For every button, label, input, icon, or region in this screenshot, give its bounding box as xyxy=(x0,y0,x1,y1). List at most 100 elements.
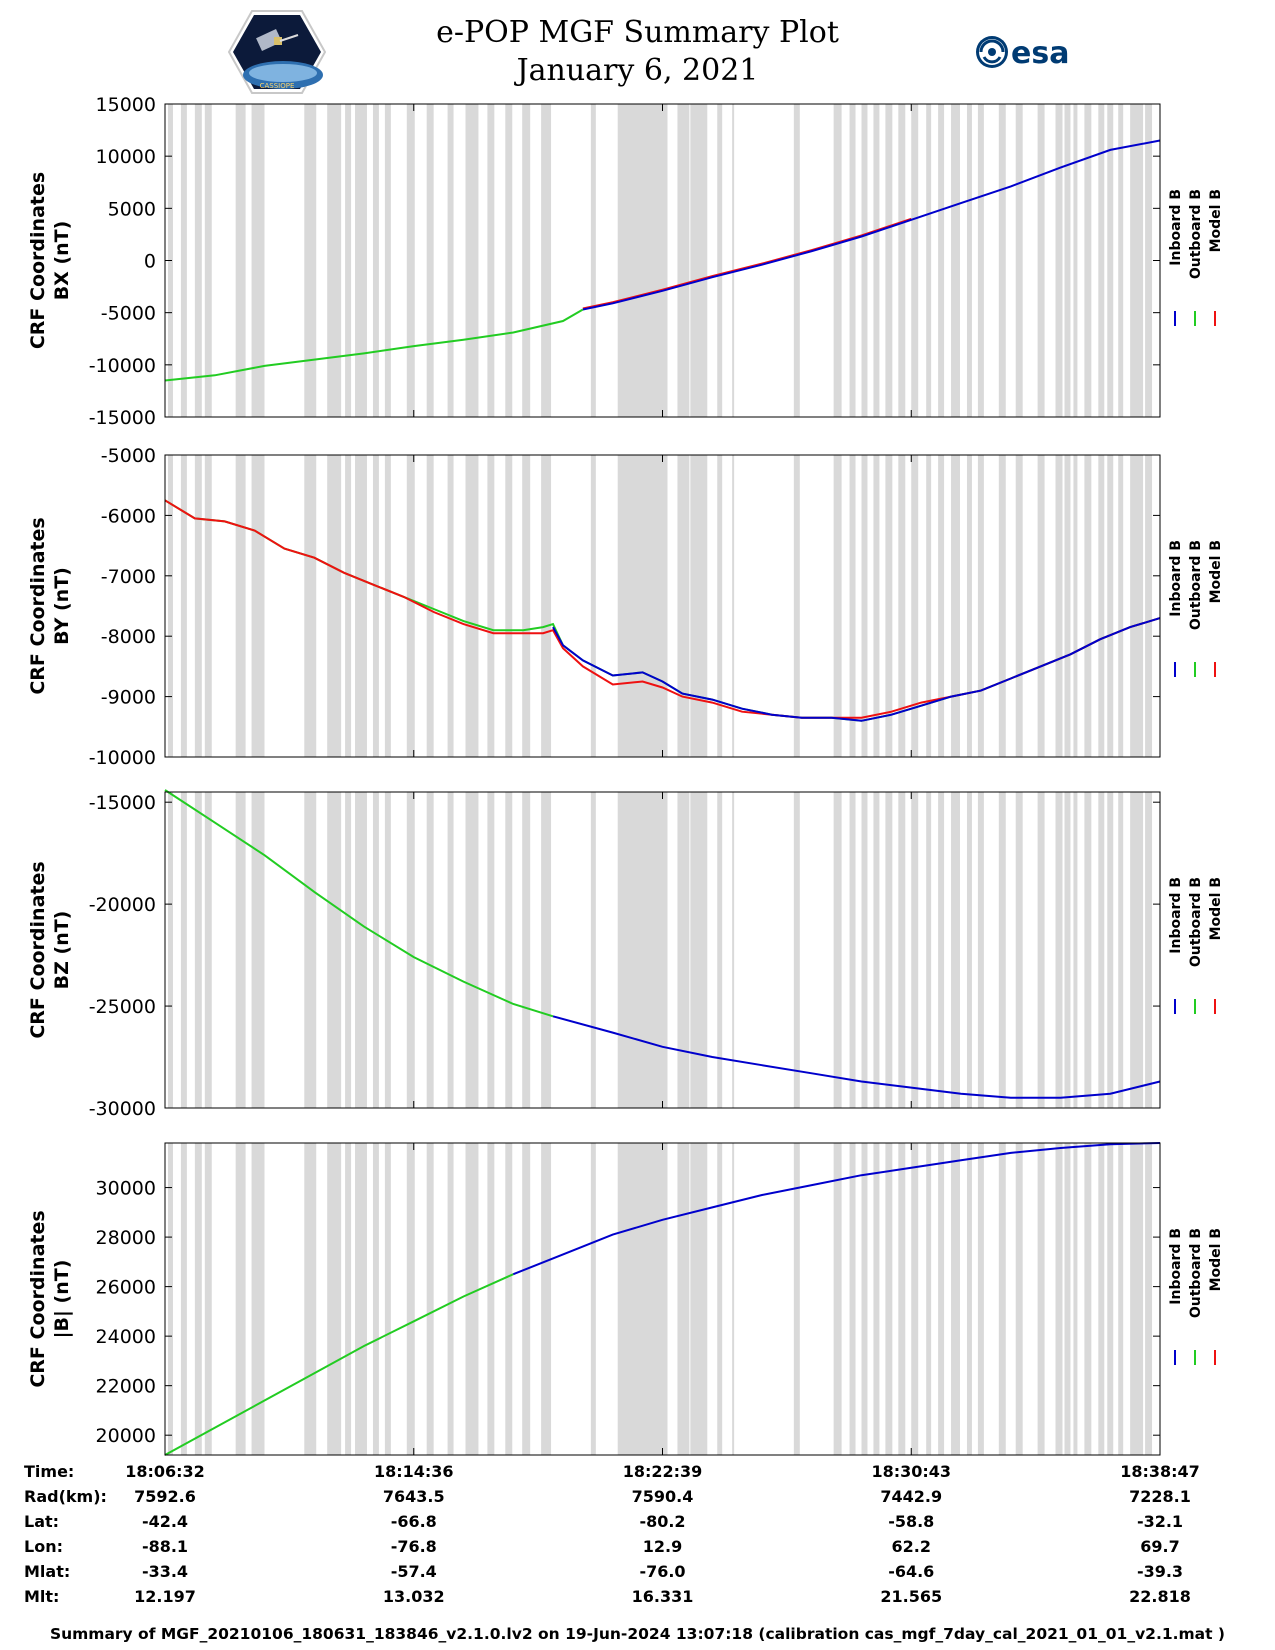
gap-shade xyxy=(1073,104,1078,417)
gap-shade xyxy=(1118,792,1124,1108)
legend-label: Model B xyxy=(1208,1228,1224,1291)
y-axis-label: CRF Coordinates xyxy=(27,1210,49,1387)
y-tick-label: 5000 xyxy=(108,198,156,220)
gap-shade xyxy=(465,455,479,757)
gap-shade xyxy=(372,455,379,757)
legend-label: Outboard B xyxy=(1188,877,1204,967)
gap-shade xyxy=(522,455,531,757)
gap-shade xyxy=(1064,792,1071,1108)
legend-label: Inboard B xyxy=(1168,1228,1184,1305)
gap-shade xyxy=(251,455,265,757)
gap-shade xyxy=(1084,1143,1092,1455)
y-tick-label: 22000 xyxy=(96,1376,156,1398)
gap-shade xyxy=(1084,792,1092,1108)
gap-shade xyxy=(849,792,856,1108)
gap-shade xyxy=(1118,455,1124,757)
gap-shade xyxy=(926,104,932,417)
legend-label: Outboard B xyxy=(1188,1228,1204,1318)
panel-3: -15000 -20000 -25000 -30000 CRF Coordinates B… xyxy=(27,789,1224,1120)
legend-label: Model B xyxy=(1208,877,1224,940)
legend-label: Inboard B xyxy=(1168,877,1184,954)
gap-shade xyxy=(465,792,479,1108)
gap-shade xyxy=(406,104,415,417)
gap-shade xyxy=(487,792,495,1108)
gap-shade xyxy=(167,792,173,1108)
gap-shade xyxy=(1130,792,1144,1108)
gap-shade xyxy=(677,1143,690,1455)
gap-shade xyxy=(327,792,342,1108)
gap-shade xyxy=(977,455,984,757)
gap-shade xyxy=(384,455,391,757)
y-axis-unit-label: BZ (nT) xyxy=(51,911,73,990)
gap-shade xyxy=(345,104,352,417)
gap-shade xyxy=(1107,1143,1114,1455)
gap-shade xyxy=(487,1143,495,1455)
gap-shade xyxy=(885,104,893,417)
gap-shade xyxy=(590,455,596,757)
y-tick-label: -5000 xyxy=(101,303,156,325)
gap-shade xyxy=(180,792,187,1108)
gap-shade xyxy=(1145,455,1153,757)
gap-shade xyxy=(426,455,434,757)
gap-shade xyxy=(465,104,479,417)
gap-shade xyxy=(251,792,265,1108)
gap-shade xyxy=(692,1143,698,1455)
gap-shade xyxy=(793,104,800,417)
gap-shade xyxy=(345,455,352,757)
y-tick-label: -5000 xyxy=(101,445,156,467)
gap-shade xyxy=(873,1143,880,1455)
gap-shade xyxy=(1064,104,1071,417)
legend-label: Model B xyxy=(1208,189,1224,252)
gap-shade xyxy=(861,792,868,1108)
gap-shade xyxy=(235,104,246,417)
legend-label: Outboard B xyxy=(1188,540,1204,630)
gap-shade xyxy=(885,792,893,1108)
gap-shade xyxy=(372,792,379,1108)
gap-shade xyxy=(167,455,173,757)
gap-shade xyxy=(977,104,984,417)
gap-shade xyxy=(898,1143,906,1455)
gap-shade xyxy=(617,455,668,757)
gap-shade xyxy=(617,104,668,417)
cassiope-mission-logo: CASSIOPE xyxy=(228,10,326,94)
gap-shade xyxy=(938,792,945,1108)
gap-shade xyxy=(235,455,246,757)
esa-logo: esa xyxy=(976,36,1069,71)
gap-shade xyxy=(1055,455,1063,757)
series-outboard-b xyxy=(164,789,554,1018)
gap-shade xyxy=(938,104,945,417)
gap-shade xyxy=(1064,455,1071,757)
y-tick-label: 15000 xyxy=(96,94,156,116)
gap-shade xyxy=(180,104,187,417)
gap-shade xyxy=(1015,1143,1023,1455)
gap-shade xyxy=(998,792,1006,1108)
gap-shade xyxy=(1107,455,1114,757)
gap-shade xyxy=(1015,792,1023,1108)
gap-shade xyxy=(1098,792,1105,1108)
gap-shade xyxy=(951,104,961,417)
gap-shade xyxy=(522,104,531,417)
y-tick-label: 24000 xyxy=(96,1326,156,1348)
gap-shade xyxy=(1037,455,1045,757)
gap-shade xyxy=(487,104,495,417)
gap-shade xyxy=(898,104,906,417)
gap-shade xyxy=(1130,104,1144,417)
gap-shade xyxy=(873,792,880,1108)
gap-shade xyxy=(977,792,984,1108)
gap-shade xyxy=(717,455,723,757)
y-axis-unit-label: BX (nT) xyxy=(51,221,73,301)
gap-shade xyxy=(793,1143,800,1455)
y-axis-unit-label: |B| (nT) xyxy=(51,1260,73,1339)
gap-shade xyxy=(926,792,932,1108)
gap-shade xyxy=(1015,104,1023,417)
y-axis-label: CRF Coordinates xyxy=(27,172,49,349)
gap-shade xyxy=(304,104,317,417)
gap-shade xyxy=(204,792,212,1108)
y-axis-label: CRF Coordinates xyxy=(27,861,49,1038)
gap-shade xyxy=(426,792,434,1108)
y-tick-label: -30000 xyxy=(89,1098,156,1120)
y-tick-label: -8000 xyxy=(101,626,156,648)
gap-shade xyxy=(447,455,454,757)
gap-shade xyxy=(522,1143,531,1455)
